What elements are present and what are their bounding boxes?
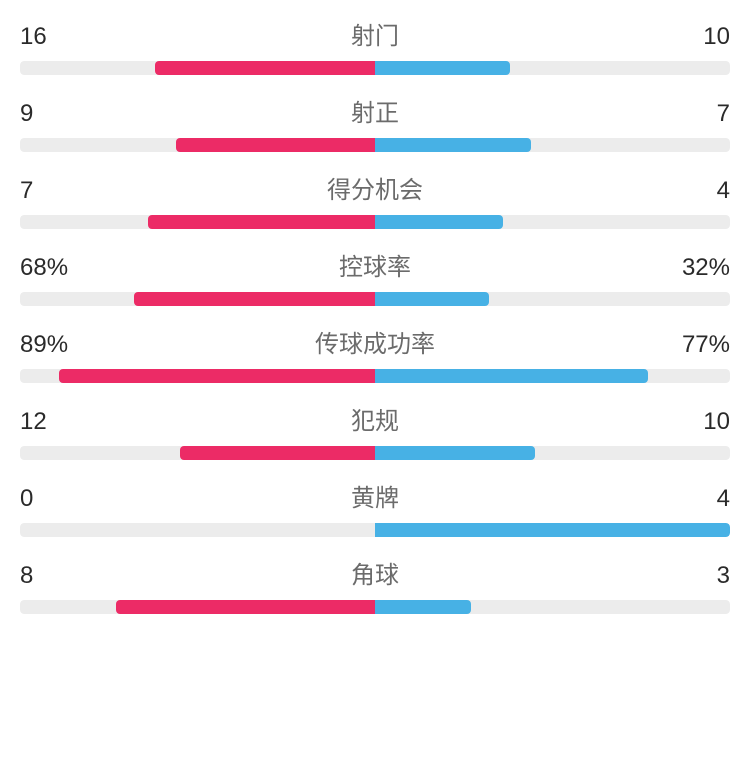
stat-bar-right-half xyxy=(375,523,730,537)
stat-bar-left-half xyxy=(20,292,375,306)
stat-bar xyxy=(20,138,730,152)
stat-bar-right-fill xyxy=(375,61,510,75)
stat-row: 12 犯规 10 xyxy=(20,401,730,460)
stat-bar-left-half xyxy=(20,523,375,537)
stat-bar-left-fill xyxy=(116,600,375,614)
stat-label: 射门 xyxy=(80,16,670,51)
stat-bar-right-half xyxy=(375,600,730,614)
stat-value-right: 4 xyxy=(670,177,730,205)
match-stats-panel: 16 射门 10 9 射正 7 xyxy=(20,16,730,614)
stat-bar-left-track xyxy=(20,523,375,537)
stat-bar-right-fill xyxy=(375,600,471,614)
stat-bar xyxy=(20,61,730,75)
stat-row: 0 黄牌 4 xyxy=(20,478,730,537)
stat-value-left: 0 xyxy=(20,485,80,513)
stat-value-left: 7 xyxy=(20,177,80,205)
stat-header: 12 犯规 10 xyxy=(20,401,730,436)
stat-bar-right-fill xyxy=(375,292,489,306)
stat-bar-left-fill xyxy=(180,446,375,460)
stat-bar xyxy=(20,523,730,537)
stat-value-right: 10 xyxy=(670,23,730,51)
stat-label: 控球率 xyxy=(80,247,670,282)
stat-bar-right-fill xyxy=(375,446,535,460)
stat-header: 7 得分机会 4 xyxy=(20,170,730,205)
stat-bar-right-fill xyxy=(375,523,730,537)
stat-header: 16 射门 10 xyxy=(20,16,730,51)
stat-value-left: 9 xyxy=(20,100,80,128)
stat-bar-left-half xyxy=(20,369,375,383)
stat-row: 7 得分机会 4 xyxy=(20,170,730,229)
stat-bar-right-half xyxy=(375,61,730,75)
stat-header: 68% 控球率 32% xyxy=(20,247,730,282)
stat-bar-left-fill xyxy=(134,292,375,306)
stat-bar-left-half xyxy=(20,446,375,460)
stat-value-right: 3 xyxy=(670,562,730,590)
stat-label: 传球成功率 xyxy=(80,324,670,359)
stat-header: 8 角球 3 xyxy=(20,555,730,590)
stat-bar xyxy=(20,215,730,229)
stat-value-left: 16 xyxy=(20,23,80,51)
stat-bar-left-half xyxy=(20,138,375,152)
stat-value-left: 8 xyxy=(20,562,80,590)
stat-bar-left-fill xyxy=(155,61,375,75)
stat-label: 犯规 xyxy=(80,401,670,436)
stat-value-left: 89% xyxy=(20,331,80,359)
stat-label: 角球 xyxy=(80,555,670,590)
stat-value-right: 10 xyxy=(670,408,730,436)
stat-bar-left-fill xyxy=(59,369,375,383)
stat-row: 68% 控球率 32% xyxy=(20,247,730,306)
stat-label: 得分机会 xyxy=(80,170,670,205)
stat-value-right: 77% xyxy=(670,331,730,359)
stat-row: 89% 传球成功率 77% xyxy=(20,324,730,383)
stat-row: 16 射门 10 xyxy=(20,16,730,75)
stat-bar-left-half xyxy=(20,61,375,75)
stat-header: 89% 传球成功率 77% xyxy=(20,324,730,359)
stat-value-left: 68% xyxy=(20,254,80,282)
stat-label: 射正 xyxy=(80,93,670,128)
stat-label: 黄牌 xyxy=(80,478,670,513)
stat-bar xyxy=(20,600,730,614)
stat-row: 9 射正 7 xyxy=(20,93,730,152)
stat-bar-right-fill xyxy=(375,215,503,229)
stat-value-right: 32% xyxy=(670,254,730,282)
stat-bar-right-fill xyxy=(375,369,648,383)
stat-bar-right-half xyxy=(375,369,730,383)
stat-bar-right-half xyxy=(375,215,730,229)
stat-bar-left-fill xyxy=(148,215,375,229)
stat-bar-right-half xyxy=(375,446,730,460)
stat-value-left: 12 xyxy=(20,408,80,436)
stat-value-right: 4 xyxy=(670,485,730,513)
stat-bar-left-fill xyxy=(176,138,375,152)
stat-header: 9 射正 7 xyxy=(20,93,730,128)
stat-header: 0 黄牌 4 xyxy=(20,478,730,513)
stat-value-right: 7 xyxy=(670,100,730,128)
stat-bar-left-half xyxy=(20,600,375,614)
stat-bar xyxy=(20,369,730,383)
stat-bar xyxy=(20,292,730,306)
stat-bar-right-fill xyxy=(375,138,531,152)
stat-bar-right-half xyxy=(375,292,730,306)
stat-bar-left-half xyxy=(20,215,375,229)
stat-row: 8 角球 3 xyxy=(20,555,730,614)
stat-bar-right-half xyxy=(375,138,730,152)
stat-bar xyxy=(20,446,730,460)
